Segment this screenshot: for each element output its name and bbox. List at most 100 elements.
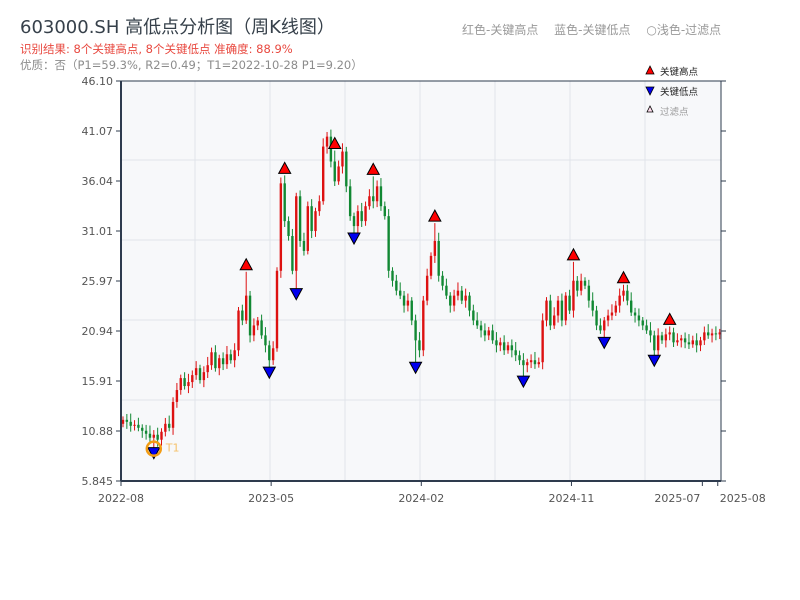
candle-body [483, 330, 487, 336]
candle [710, 328, 714, 343]
candle-body [137, 424, 140, 428]
candle-body [495, 340, 498, 346]
candle [325, 131, 329, 154]
y-tick-label: 36.04 [82, 175, 114, 188]
candle [372, 176, 375, 209]
y-tick-label: 46.10 [82, 75, 114, 88]
candle-body [410, 300, 413, 321]
candle-body [610, 312, 614, 316]
candle [549, 294, 552, 331]
candle [456, 282, 460, 301]
candle-body [341, 151, 344, 167]
key-high-marker [277, 161, 292, 174]
candle [379, 178, 383, 211]
candle [264, 327, 267, 353]
candle [502, 335, 506, 355]
candle-body [568, 295, 571, 311]
candle-body [718, 332, 721, 335]
candle-body [368, 196, 371, 207]
candle-body [449, 295, 452, 306]
candle [583, 277, 587, 290]
candle-body [656, 335, 660, 351]
candle [483, 323, 487, 342]
candle [529, 354, 533, 369]
candle [179, 374, 182, 395]
candle-body [279, 183, 283, 271]
candle [144, 424, 148, 440]
candle-body [291, 236, 294, 271]
candle-body [672, 332, 675, 343]
candle-body [148, 433, 152, 438]
candle [656, 328, 660, 355]
candle-body [391, 270, 394, 281]
key-low-marker [262, 366, 277, 380]
candle [576, 276, 579, 297]
candle-body [680, 338, 683, 341]
candle-body [414, 320, 417, 341]
key-high-marker [327, 136, 342, 150]
candle [425, 268, 429, 306]
candle [341, 143, 344, 174]
candle-body [626, 290, 629, 301]
candle [622, 284, 625, 302]
candle-body [194, 368, 198, 376]
candle-body [526, 362, 529, 366]
candle-body [506, 345, 510, 351]
candle [233, 343, 236, 368]
y-tick-label: 41.07 [82, 125, 114, 138]
candle-body [514, 350, 517, 356]
candle-body [168, 423, 171, 428]
candle-body [287, 221, 290, 237]
candle [206, 356, 209, 379]
candle-body [714, 333, 718, 335]
candle [175, 382, 179, 408]
candle [626, 284, 629, 306]
candle [302, 232, 306, 256]
candle [556, 295, 560, 323]
candle-body [356, 211, 360, 227]
candle [452, 289, 456, 312]
candle [637, 308, 641, 327]
candle [495, 332, 498, 353]
candle-body [587, 285, 591, 301]
candle [545, 297, 548, 327]
candle [579, 273, 583, 296]
candle-body [202, 372, 206, 381]
candle [183, 372, 186, 390]
candle-body [275, 270, 279, 349]
candle [194, 361, 198, 380]
candle [202, 366, 206, 388]
candle [560, 293, 564, 327]
candle [260, 314, 263, 339]
candle-body [583, 280, 587, 286]
candle-body [399, 290, 402, 296]
candle-body [352, 216, 356, 227]
y-tick-label: 31.01 [82, 225, 114, 238]
candle [283, 175, 286, 227]
candle-body [141, 427, 144, 431]
candle [514, 342, 517, 362]
candle-body [337, 166, 340, 182]
candle [245, 271, 248, 324]
candle [468, 292, 471, 317]
candle [248, 290, 252, 343]
legend-filtered-label: 过滤点 [660, 106, 689, 118]
candle-body [614, 305, 617, 313]
candle [345, 146, 348, 193]
candle [707, 324, 710, 339]
legend-low-icon [645, 86, 655, 96]
candle [268, 340, 271, 368]
candle-body [156, 434, 159, 440]
candle [564, 292, 567, 326]
key-low-marker [597, 336, 612, 350]
candle [414, 314, 417, 363]
y-tick-label: 15.91 [82, 375, 114, 388]
candle-body [245, 295, 248, 321]
candle [630, 292, 633, 317]
candle [256, 316, 259, 331]
color-legend-low: 蓝色-关键低点 [554, 23, 631, 37]
key-low-marker [146, 447, 161, 460]
candle [252, 318, 256, 342]
candle [714, 326, 718, 341]
candle-body [653, 335, 656, 351]
